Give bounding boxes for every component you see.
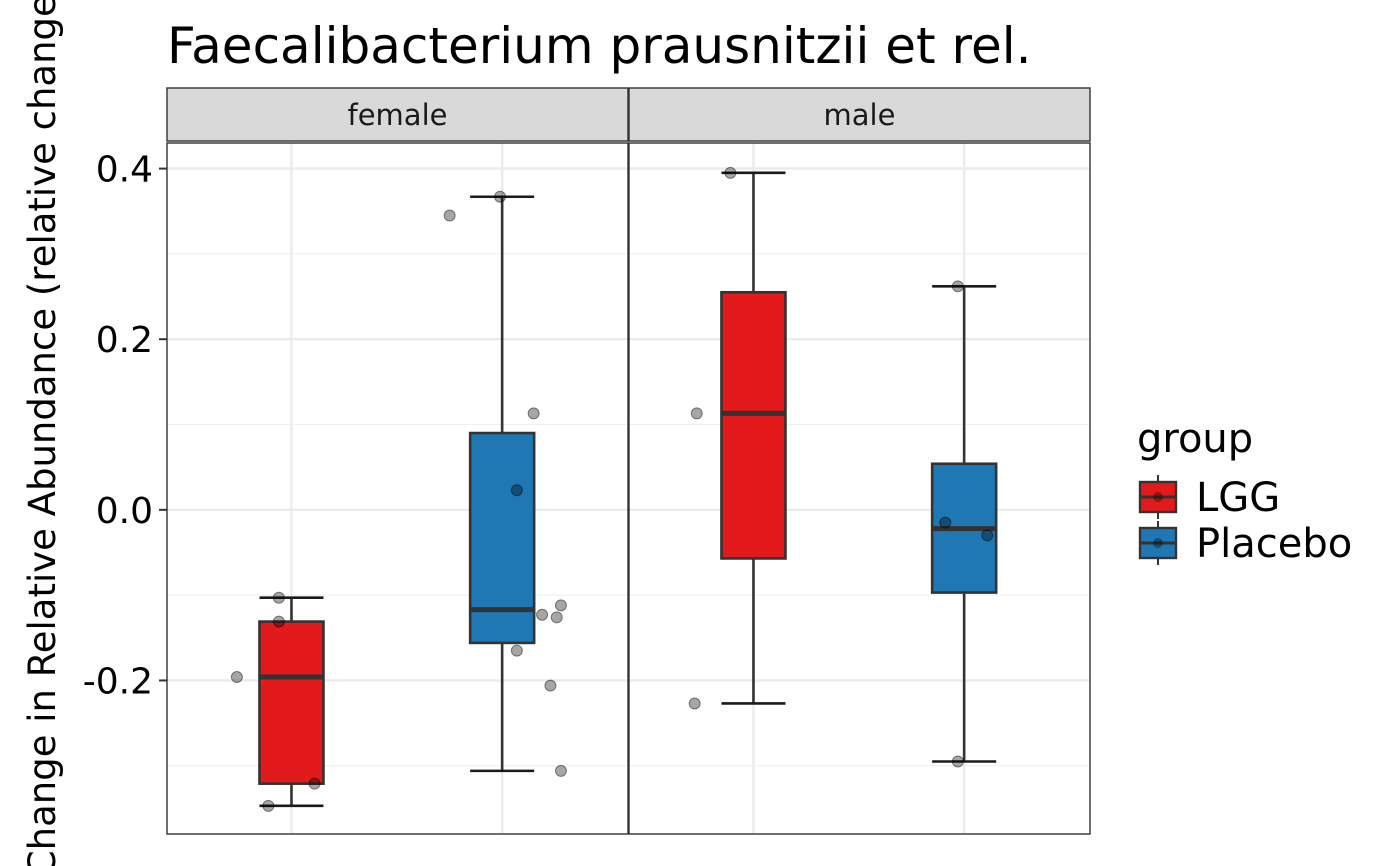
data-point bbox=[554, 599, 567, 612]
data-point bbox=[510, 484, 523, 497]
data-point bbox=[527, 407, 540, 420]
legend-title: group bbox=[1137, 416, 1253, 462]
data-point bbox=[272, 615, 285, 628]
y-tick-label: 0.0 bbox=[96, 491, 153, 532]
data-point bbox=[536, 608, 549, 621]
data-point bbox=[724, 166, 737, 179]
y-tick-label: 0.4 bbox=[96, 150, 153, 191]
data-point bbox=[230, 671, 243, 684]
data-point bbox=[951, 755, 964, 768]
legend-key-point bbox=[1153, 492, 1163, 502]
facet-panel-male: male bbox=[628, 87, 1091, 835]
data-point bbox=[939, 516, 952, 529]
y-tick-label: -0.2 bbox=[83, 661, 153, 702]
facet-strip bbox=[166, 87, 629, 142]
facet-strip bbox=[628, 87, 1091, 142]
data-point bbox=[510, 644, 523, 657]
facet-strip-label: female bbox=[348, 98, 448, 132]
data-point bbox=[494, 190, 507, 203]
y-axis-title: Change in Relative Abundance (relative c… bbox=[21, 0, 64, 866]
chart-title: Faecalibacterium prausnitzii et rel. bbox=[167, 17, 1032, 75]
legend-key-point bbox=[1153, 538, 1163, 548]
box-body bbox=[720, 290, 787, 560]
data-point bbox=[951, 280, 964, 293]
facet-panel-female: female bbox=[166, 87, 629, 835]
data-point bbox=[443, 209, 456, 222]
facet-strip-label: male bbox=[824, 98, 896, 132]
data-point bbox=[544, 679, 557, 692]
legend-label: Placebo bbox=[1196, 521, 1352, 567]
y-tick-label: 0.2 bbox=[96, 320, 153, 361]
data-point bbox=[550, 611, 563, 624]
box-body bbox=[258, 620, 325, 785]
data-point bbox=[981, 529, 994, 542]
y-axis: 0.4 0.2 0.0 -0.2 bbox=[83, 150, 167, 702]
legend-label: LGG bbox=[1196, 475, 1280, 521]
legend-entry-LGG: LGG bbox=[1138, 475, 1280, 521]
panel-background bbox=[629, 143, 1090, 834]
data-point bbox=[272, 591, 285, 604]
data-point bbox=[688, 697, 701, 710]
facet-panels: female male bbox=[166, 87, 1091, 835]
panel-border bbox=[628, 142, 1091, 835]
box-female-LGG bbox=[230, 591, 325, 812]
data-point bbox=[554, 764, 567, 777]
panel-border bbox=[166, 142, 629, 835]
box-male-Placebo bbox=[930, 280, 998, 768]
data-point bbox=[262, 799, 275, 812]
data-point bbox=[690, 407, 703, 420]
data-point bbox=[308, 777, 321, 790]
box-male-LGG bbox=[688, 166, 787, 710]
panel-background bbox=[167, 143, 628, 834]
legend-entry-Placebo: Placebo bbox=[1138, 521, 1352, 567]
box-female-Placebo bbox=[443, 190, 567, 777]
